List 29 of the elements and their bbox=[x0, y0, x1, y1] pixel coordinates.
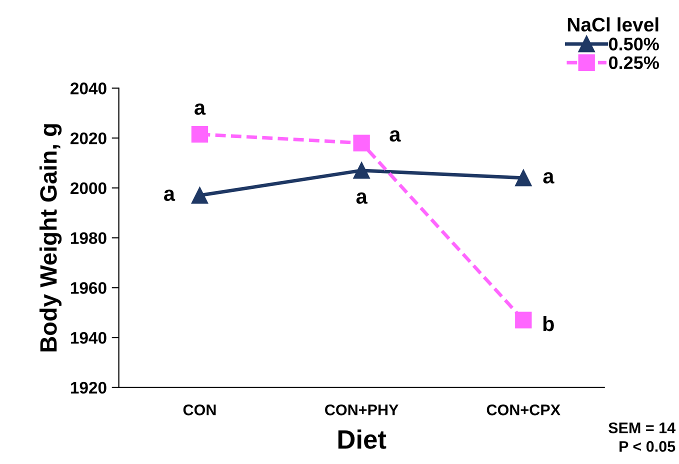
legend-title: NaCl level bbox=[568, 17, 658, 32]
point bbox=[353, 162, 370, 179]
point bbox=[515, 170, 532, 186]
x-axis-title: Diet bbox=[338, 429, 386, 449]
annotation: a bbox=[356, 192, 368, 204]
y-tick-label: 1980 bbox=[70, 232, 106, 244]
annotation: a bbox=[543, 172, 554, 184]
y-tick-label: 2000 bbox=[70, 182, 106, 194]
annotation: a bbox=[390, 130, 401, 142]
point bbox=[353, 134, 370, 152]
legend-label: 0.25% bbox=[608, 56, 659, 70]
y-tick-label: 2040 bbox=[70, 82, 106, 94]
x-tick-label: CON bbox=[183, 404, 216, 416]
x-tick-label: CON+CPX bbox=[486, 404, 560, 416]
y-tick-label: 1960 bbox=[70, 282, 106, 294]
annotation: a bbox=[194, 103, 206, 115]
point bbox=[191, 126, 208, 143]
x-tick-label: CON+PHY bbox=[325, 404, 398, 416]
point bbox=[191, 187, 208, 204]
y-tick-label: 1920 bbox=[70, 382, 106, 394]
y-tick-label: 2020 bbox=[70, 132, 106, 144]
y-tick-label: 1940 bbox=[70, 332, 106, 344]
text: SEM = 14 bbox=[608, 422, 676, 434]
legend-label: 0.50% bbox=[608, 38, 659, 50]
text: P < 0.05 bbox=[620, 441, 676, 452]
point bbox=[515, 312, 532, 328]
annotation: b bbox=[543, 316, 554, 332]
y-axis-title: Body Weight Gain, g bbox=[40, 124, 62, 352]
annotation: a bbox=[164, 190, 176, 201]
